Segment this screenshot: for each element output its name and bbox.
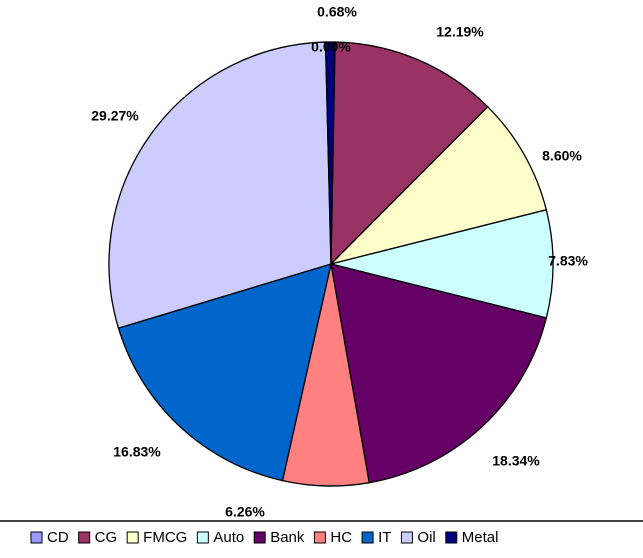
legend-swatch-oil	[400, 531, 413, 544]
legend-item-cd: CD	[30, 529, 69, 546]
legend-label-fmcg: FMCG	[143, 529, 187, 546]
legend-item-auto: Auto	[196, 529, 244, 546]
legend-item-cg: CG	[78, 529, 118, 546]
legend-swatch-metal	[445, 531, 458, 544]
legend: CD CG FMCG Auto Bank HC IT Oil Metal	[30, 529, 499, 546]
data-label-it: 16.83%	[113, 444, 161, 460]
pie-slice-it	[117, 263, 332, 482]
data-label-auto: 7.83%	[548, 253, 588, 269]
pie-slice-oil	[108, 41, 332, 329]
data-label-cg: 12.19%	[436, 24, 484, 40]
legend-swatch-fmcg	[126, 531, 139, 544]
legend-item-hc: HC	[313, 529, 352, 546]
legend-item-fmcg: FMCG	[126, 529, 187, 546]
legend-swatch-auto	[196, 531, 209, 544]
pie-slice-cg	[330, 41, 489, 266]
legend-item-it: IT	[361, 529, 391, 546]
pie-slice-bank	[330, 263, 548, 484]
data-label-cd: 0.00%	[311, 39, 351, 55]
legend-label-metal: Metal	[462, 529, 499, 546]
data-label-oil: 29.27%	[91, 108, 139, 124]
legend-label-bank: Bank	[270, 529, 305, 546]
legend-item-oil: Oil	[400, 529, 436, 546]
legend-swatch-it	[361, 531, 374, 544]
legend-label-oil: Oil	[417, 529, 435, 546]
pie-data-labels: 0.00% 12.19% 8.60% 7.83% 18.34% 6.26% 16.83% 29…	[91, 4, 588, 520]
legend-item-metal: Metal	[445, 529, 499, 546]
pie-slice-fmcg	[328, 105, 548, 266]
pie-slices	[108, 41, 554, 487]
legend-label-auto: Auto	[213, 529, 244, 546]
legend-label-cg: CG	[95, 529, 118, 546]
legend-swatch-hc	[313, 531, 326, 544]
pie-slice-metal	[324, 41, 336, 265]
data-label-bank: 18.34%	[492, 453, 540, 469]
legend-swatch-cg	[78, 531, 91, 544]
legend-item-bank: Bank	[253, 529, 305, 546]
legend-swatch-cd	[30, 531, 43, 544]
legend-label-it: IT	[378, 529, 391, 546]
data-label-metal: 0.68%	[317, 4, 357, 20]
data-label-hc: 6.26%	[225, 504, 265, 520]
legend-swatch-bank	[253, 531, 266, 544]
pie-slice-auto	[330, 209, 554, 319]
legend-label-hc: HC	[330, 529, 352, 546]
legend-label-cd: CD	[47, 529, 69, 546]
data-label-fmcg: 8.60%	[542, 148, 582, 164]
